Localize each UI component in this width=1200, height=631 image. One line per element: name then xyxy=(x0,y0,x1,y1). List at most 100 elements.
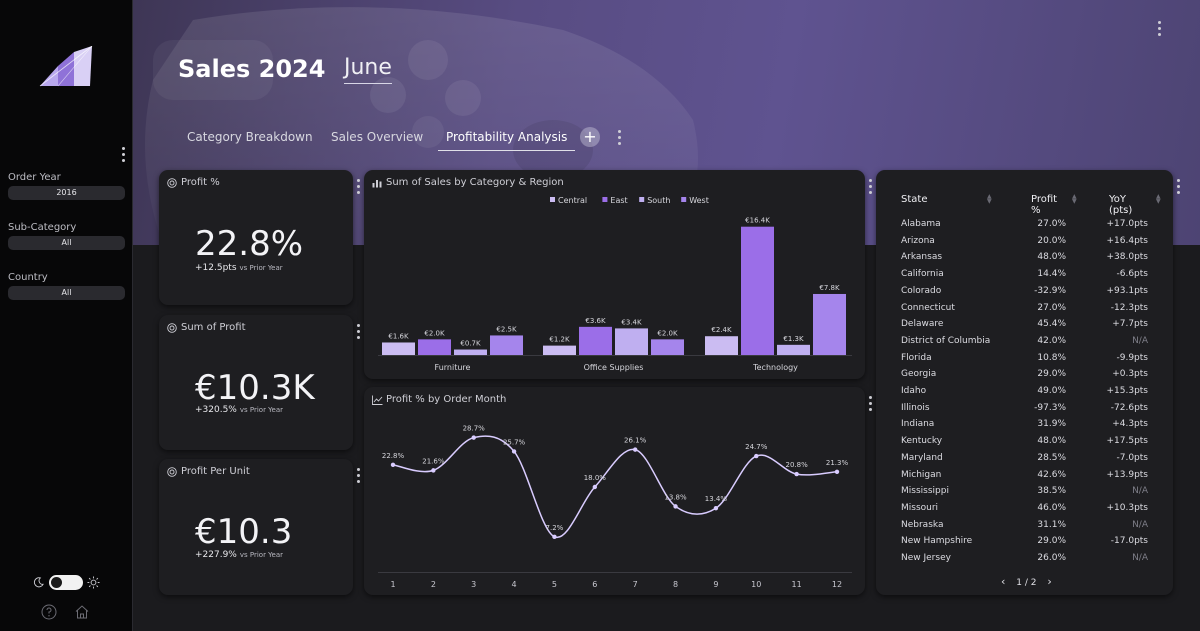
table-cell-state: Illinois xyxy=(901,402,930,413)
table-cell-state: Connecticut xyxy=(901,302,955,313)
table-cell-yoy: N/A xyxy=(1132,486,1148,497)
kpi-card-sum-of-profit: Sum of Profit €10.3K +320.5% vs Prior Yea… xyxy=(159,315,353,450)
legend-swatch xyxy=(639,197,645,202)
legend-label: South xyxy=(647,196,670,205)
table-cell-state: Missouri xyxy=(901,502,939,513)
table-more-icon[interactable] xyxy=(1175,179,1181,197)
bar xyxy=(705,336,738,355)
table-cell-yoy: +93.1pts xyxy=(1106,285,1148,296)
filter-label-sub-category: Sub-Category xyxy=(8,222,77,233)
table-cell-profit-pct: 20.0% xyxy=(1037,235,1066,246)
sidebar: Order Year 2016 Sub-Category All Country… xyxy=(0,0,133,631)
tabs-more-icon[interactable] xyxy=(616,130,622,148)
column-header-state[interactable]: State xyxy=(901,194,928,205)
table-cell-yoy: -7.0pts xyxy=(1116,452,1149,463)
kpi-delta-caption: vs Prior Year xyxy=(239,551,284,559)
x-tick-label: 3 xyxy=(471,580,476,589)
table-cell-yoy: +15.3pts xyxy=(1106,386,1148,396)
bar xyxy=(382,342,415,355)
data-point xyxy=(632,447,638,452)
table-cell-yoy: +0.3pts xyxy=(1112,369,1148,380)
order-year-select[interactable]: 2016 xyxy=(8,186,125,200)
profit-by-month-card: Profit % by Order Month 22.8% 1 21.6% 2 28.7… xyxy=(364,387,865,595)
country-select[interactable]: All xyxy=(8,286,125,300)
x-tick-label: 5 xyxy=(552,580,557,589)
tab-category-breakdown[interactable]: Category Breakdown xyxy=(187,130,313,144)
tab-profitability-analysis[interactable]: Profitability Analysis xyxy=(438,130,576,151)
kpi-title: Profit Per Unit xyxy=(181,466,250,477)
table-cell-profit-pct: 29.0% xyxy=(1037,369,1066,380)
header-more-icon[interactable] xyxy=(1156,21,1162,39)
bar xyxy=(615,328,648,355)
legend-label: West xyxy=(689,196,709,205)
table-cell-profit-pct: 42.0% xyxy=(1037,335,1066,346)
data-point xyxy=(673,504,678,509)
table-cell-profit-pct: 48.0% xyxy=(1037,252,1066,263)
tab-sales-overview[interactable]: Sales Overview xyxy=(331,130,424,144)
data-label: 7.2% xyxy=(546,524,564,532)
data-label: 22.8% xyxy=(382,452,405,460)
table-cell-state: Arizona xyxy=(901,235,935,246)
data-point xyxy=(834,469,840,474)
data-label: 20.8% xyxy=(786,461,809,469)
table-cell-profit-pct: -32.9% xyxy=(1034,285,1066,296)
data-label: €0.7K xyxy=(460,340,481,348)
sort-icon[interactable]: ▲ ▼ xyxy=(987,193,992,205)
data-point xyxy=(471,435,476,440)
table-cell-yoy: N/A xyxy=(1132,553,1148,563)
kpi-3-more-icon[interactable] xyxy=(355,468,361,486)
table-cell-profit-pct: 14.4% xyxy=(1037,269,1066,280)
x-tick-label: 9 xyxy=(713,580,718,589)
legend-swatch xyxy=(602,197,608,202)
category-label: Furniture xyxy=(435,363,471,372)
sort-icon[interactable]: ▲ ▼ xyxy=(1156,193,1161,205)
column-header-profit-pct[interactable]: Profit % xyxy=(1031,194,1058,216)
legend-label: East xyxy=(610,196,627,205)
theme-toggle[interactable] xyxy=(49,575,83,590)
prev-page-icon[interactable]: ‹ xyxy=(1001,575,1006,588)
kpi-1-more-icon[interactable] xyxy=(355,179,361,197)
add-tab-button[interactable]: + xyxy=(580,127,600,147)
sort-icon[interactable]: ▲ ▼ xyxy=(1072,193,1077,205)
data-label: €1.6K xyxy=(388,332,409,340)
column-header-yoy[interactable]: YoY (pts) xyxy=(1109,194,1133,216)
home-icon[interactable] xyxy=(74,604,90,620)
kpi-2-more-icon[interactable] xyxy=(355,324,361,342)
table-cell-profit-pct: 27.0% xyxy=(1037,302,1066,313)
page-indicator: 1 / 2 xyxy=(1016,578,1037,588)
table-cell-yoy: +16.4pts xyxy=(1106,235,1148,246)
toggle-knob xyxy=(51,577,62,588)
table-cell-yoy: +4.3pts xyxy=(1112,419,1148,430)
data-point xyxy=(754,453,759,459)
sidebar-more-icon[interactable] xyxy=(120,147,126,163)
help-icon[interactable] xyxy=(41,604,57,620)
bar-chart-more-icon[interactable] xyxy=(867,179,873,197)
table-cell-profit-pct: 29.0% xyxy=(1037,536,1066,547)
month-selector[interactable]: June xyxy=(344,55,392,84)
table-cell-state: Delaware xyxy=(901,319,944,330)
next-page-icon[interactable]: › xyxy=(1047,575,1052,588)
table-cell-state: New Hampshire xyxy=(901,536,973,547)
table-cell-yoy: -72.6pts xyxy=(1110,402,1148,413)
kpi-card-profit-per-unit: Profit Per Unit €10.3 +227.9% vs Prior Ye… xyxy=(159,459,353,595)
filter-label-order-year: Order Year xyxy=(8,172,61,183)
logo-icon xyxy=(39,46,93,87)
data-label: 28.7% xyxy=(463,425,486,433)
kpi-delta-caption: vs Prior Year xyxy=(239,406,284,414)
data-label: €2.4K xyxy=(711,326,732,334)
data-label: 26.1% xyxy=(624,437,647,445)
kpi-delta-value: +227.9% xyxy=(195,550,237,560)
kpi-title: Profit % xyxy=(181,177,220,188)
data-label: 25.7% xyxy=(503,438,526,446)
page-title: Sales 2024 xyxy=(178,55,326,83)
table-cell-state: Arkansas xyxy=(901,252,943,263)
line-chart-more-icon[interactable] xyxy=(867,396,873,414)
table-cell-profit-pct: -97.3% xyxy=(1034,402,1066,413)
sub-category-select[interactable]: All xyxy=(8,236,125,250)
data-label: €2.0K xyxy=(424,329,445,337)
kpi-title: Sum of Profit xyxy=(181,322,246,333)
bar xyxy=(454,349,487,355)
data-label: 13.4% xyxy=(705,495,728,503)
category-label: Technology xyxy=(752,363,798,372)
